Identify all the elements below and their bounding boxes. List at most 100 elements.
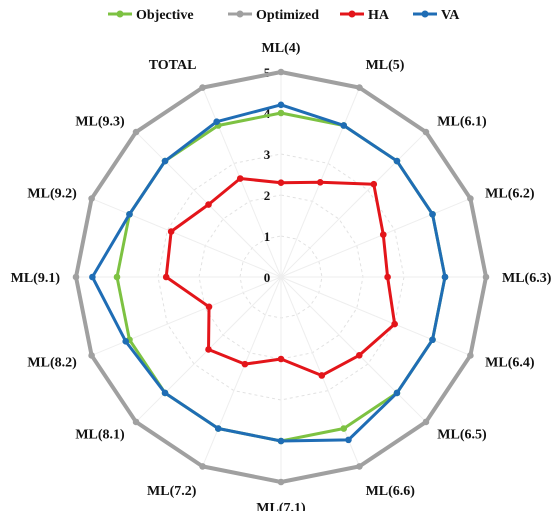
series-va xyxy=(89,101,449,445)
data-point-ha xyxy=(277,355,285,363)
data-point-ha xyxy=(277,179,285,186)
radar-grid: 0 1 2 3 4 5 xyxy=(76,65,486,482)
axis-label: ML(6.4) xyxy=(485,356,535,371)
legend-swatch-marker xyxy=(348,10,356,18)
legend-item-va: VA xyxy=(413,8,460,23)
tick-label: 5 xyxy=(264,65,271,80)
axis-label: ML(6.1) xyxy=(437,115,487,130)
data-point-ha xyxy=(391,320,398,328)
data-point-va xyxy=(214,425,222,432)
grid-ring-3 xyxy=(157,153,405,401)
tick-label: 0 xyxy=(264,270,271,285)
data-point-ha xyxy=(379,231,387,238)
axis-label: ML(8.1) xyxy=(75,427,125,442)
axis-label: ML(6.6) xyxy=(366,484,416,499)
data-point-optimized xyxy=(422,128,430,136)
grid-spoke xyxy=(280,131,427,278)
grid-ring-2 xyxy=(198,194,364,360)
data-point-optimized xyxy=(72,273,80,281)
data-point-va xyxy=(345,436,352,444)
axis-labels: ML(4) ML(5) ML(6.1) ML(6.2) ML(6.3) ML(6.4) ML… xyxy=(11,41,552,511)
data-point-objective xyxy=(277,109,285,117)
data-point-ha xyxy=(355,351,363,359)
data-point-optimized xyxy=(88,195,95,202)
data-point-va xyxy=(277,101,285,109)
data-point-ha xyxy=(384,273,391,281)
data-point-va xyxy=(89,273,96,281)
data-point-ha xyxy=(316,179,324,186)
data-point-va xyxy=(161,389,169,397)
data-point-optimized xyxy=(482,273,490,281)
grid-spoke xyxy=(280,276,360,467)
data-point-ha xyxy=(318,372,326,379)
data-point-va xyxy=(393,157,401,165)
legend-item-ha: HA xyxy=(340,8,390,23)
legend-item-objective: Objective xyxy=(108,8,194,23)
data-point-ha xyxy=(205,201,212,208)
axis-label: ML(6.2) xyxy=(485,186,535,201)
data-point-va xyxy=(441,273,449,281)
legend-label: VA xyxy=(441,8,460,23)
axis-label: ML(6.5) xyxy=(437,427,487,442)
data-point-optimized xyxy=(88,352,95,359)
axis-label: ML(4) xyxy=(262,41,301,56)
grid-spoke xyxy=(202,276,282,467)
series-optimized xyxy=(72,68,490,486)
axis-label: TOTAL xyxy=(149,58,197,73)
grid-spoke xyxy=(280,276,471,356)
tick-label: 4 xyxy=(264,106,271,121)
grid-spoke xyxy=(280,276,427,423)
data-point-optimized xyxy=(199,84,206,91)
axis-label: ML(5) xyxy=(366,58,405,73)
data-point-ha xyxy=(241,360,249,368)
axis-label: ML(9.1) xyxy=(11,271,61,286)
data-point-va xyxy=(340,122,348,129)
data-point-va xyxy=(213,118,220,125)
data-point-optimized xyxy=(467,195,474,202)
data-point-ha xyxy=(236,175,244,182)
data-point-objective xyxy=(113,273,121,281)
legend-swatch-marker xyxy=(116,10,124,18)
data-point-ha xyxy=(162,273,170,281)
legend-label: HA xyxy=(368,8,390,23)
data-point-ha xyxy=(205,346,212,353)
data-point-optimized xyxy=(422,418,430,426)
data-point-va xyxy=(122,338,129,345)
legend: Objective Optimized HA VA xyxy=(108,8,460,23)
data-point-ha xyxy=(205,303,213,311)
legend-item-optimized: Optimized xyxy=(228,8,319,23)
data-point-ha xyxy=(167,228,175,235)
axis-label: ML(9.2) xyxy=(27,186,77,201)
data-point-va xyxy=(393,389,401,397)
data-point-optimized xyxy=(356,84,363,91)
legend-label: Optimized xyxy=(256,8,319,23)
tick-label: 2 xyxy=(264,188,271,203)
data-point-va xyxy=(277,437,285,445)
axis-label: ML(6.3) xyxy=(502,271,552,286)
data-point-optimized xyxy=(132,418,140,426)
axis-label: ML(7.2) xyxy=(147,484,197,499)
data-point-va xyxy=(161,157,169,165)
data-point-optimized xyxy=(132,128,140,136)
axis-label: ML(8.2) xyxy=(27,356,77,371)
data-point-optimized xyxy=(277,68,285,76)
tick-label: 3 xyxy=(264,147,271,162)
axis-label: ML(7.1) xyxy=(256,501,306,511)
data-point-ha xyxy=(370,180,378,188)
series-ha xyxy=(162,175,398,379)
legend-swatch-marker xyxy=(236,10,244,18)
data-point-va xyxy=(126,210,133,218)
legend-swatch-marker xyxy=(421,10,429,18)
data-point-va xyxy=(429,336,436,344)
grid-spoke xyxy=(280,198,471,278)
tick-label: 1 xyxy=(264,229,271,244)
data-point-va xyxy=(429,210,436,218)
legend-label: Objective xyxy=(136,8,194,23)
data-point-optimized xyxy=(277,478,285,486)
grid-spoke xyxy=(91,198,282,278)
data-point-optimized xyxy=(356,463,363,470)
data-point-objective xyxy=(340,425,348,432)
data-point-optimized xyxy=(199,463,206,470)
axis-label: ML(9.3) xyxy=(75,115,125,130)
